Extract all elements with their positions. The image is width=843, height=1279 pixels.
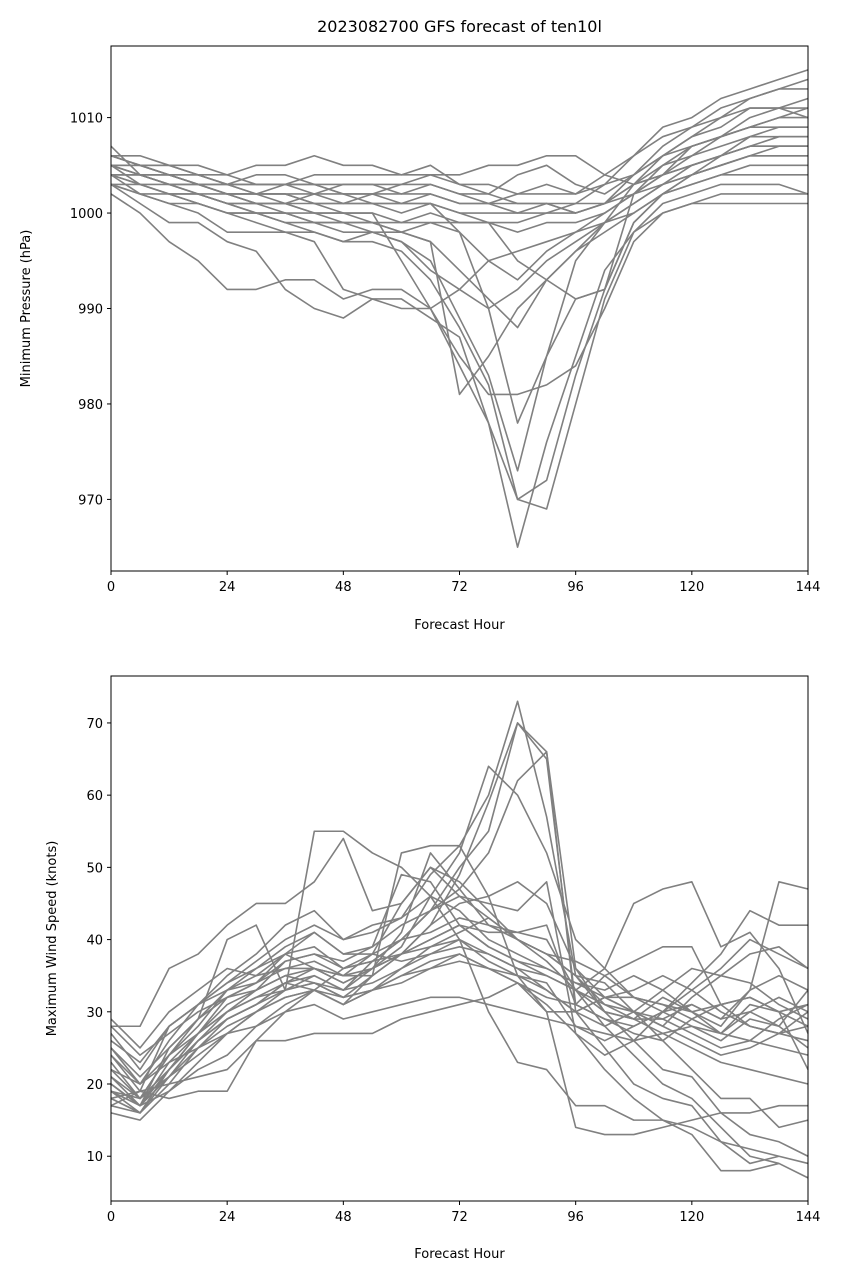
pressure-y-axis: 970 980 990 1000 1010 <box>70 112 111 508</box>
wind-series-line-23 <box>110 982 808 1136</box>
wind-y-tick-label: 30 <box>86 1006 103 1021</box>
wind-panel: 0 24 48 72 96 120 144 10 20 30 40 50 60 70 Forecast … <box>45 675 821 1262</box>
pressure-panel: 2023082700 GFS forecast of ten10l 0 24 48 7… <box>19 17 820 633</box>
wind-x-tick-label: 0 <box>107 1210 115 1225</box>
pressure-x-tick-label: 72 <box>451 580 468 595</box>
pressure-x-tick-label: 0 <box>107 580 115 595</box>
wind-x-tick-label: 72 <box>451 1210 468 1225</box>
pressure-series-line-11 <box>110 183 809 548</box>
wind-y-tick-label: 70 <box>86 717 103 732</box>
chart-title: 2023082700 GFS forecast of ten10l <box>317 17 602 36</box>
pressure-x-axis: 0 24 48 72 96 120 144 <box>107 571 821 595</box>
wind-series-line-18 <box>110 909 808 1085</box>
wind-series-line-26 <box>110 844 809 1114</box>
pressure-x-tick-label: 120 <box>679 580 704 595</box>
pressure-series-line-10 <box>110 174 808 501</box>
pressure-x-axis-label: Forecast Hour <box>414 618 505 633</box>
pressure-x-tick-label: 24 <box>219 580 236 595</box>
pressure-y-tick-label: 1000 <box>70 207 103 222</box>
pressure-y-axis-label: Minimum Pressure (hPa) <box>19 230 34 388</box>
wind-x-axis: 0 24 48 72 96 120 144 <box>107 1201 821 1225</box>
pressure-series-group <box>110 69 809 548</box>
pressure-x-tick-label: 48 <box>335 580 352 595</box>
pressure-y-tick-label: 1010 <box>70 112 103 127</box>
wind-y-tick-label: 10 <box>86 1150 103 1165</box>
pressure-series-line-20 <box>110 78 809 214</box>
wind-x-tick-label: 96 <box>567 1210 584 1225</box>
wind-x-axis-label: Forecast Hour <box>414 1247 505 1262</box>
wind-series-line-20 <box>110 881 809 1107</box>
wind-y-axis-label: Maximum Wind Speed (knots) <box>45 841 60 1037</box>
wind-x-tick-label: 24 <box>219 1210 236 1225</box>
wind-x-tick-label: 48 <box>335 1210 352 1225</box>
wind-y-tick-label: 50 <box>86 861 103 876</box>
pressure-x-tick-label: 96 <box>567 580 584 595</box>
wind-series-line-16 <box>110 924 809 1070</box>
pressure-y-tick-label: 970 <box>78 493 103 508</box>
pressure-series-line-18 <box>110 135 808 186</box>
wind-y-tick-label: 20 <box>86 1078 103 1093</box>
wind-x-tick-label: 144 <box>796 1210 821 1225</box>
wind-y-tick-label: 60 <box>86 789 103 804</box>
pressure-series-line-22 <box>111 107 808 195</box>
pressure-y-tick-label: 980 <box>78 398 103 413</box>
pressure-x-tick-label: 144 <box>796 580 821 595</box>
wind-y-axis: 10 20 30 40 50 60 70 <box>86 717 111 1165</box>
wind-y-tick-label: 40 <box>86 934 103 949</box>
wind-series-line-10 <box>110 895 809 1129</box>
wind-series-line-24 <box>111 837 809 1085</box>
pressure-series-line-19 <box>110 69 809 224</box>
wind-x-tick-label: 120 <box>679 1210 704 1225</box>
wind-series-line-22 <box>110 996 809 1085</box>
wind-series-group <box>110 700 809 1179</box>
wind-series-line-14 <box>110 953 780 1172</box>
wind-series-line-25 <box>110 830 809 1165</box>
pressure-y-tick-label: 990 <box>78 303 103 318</box>
